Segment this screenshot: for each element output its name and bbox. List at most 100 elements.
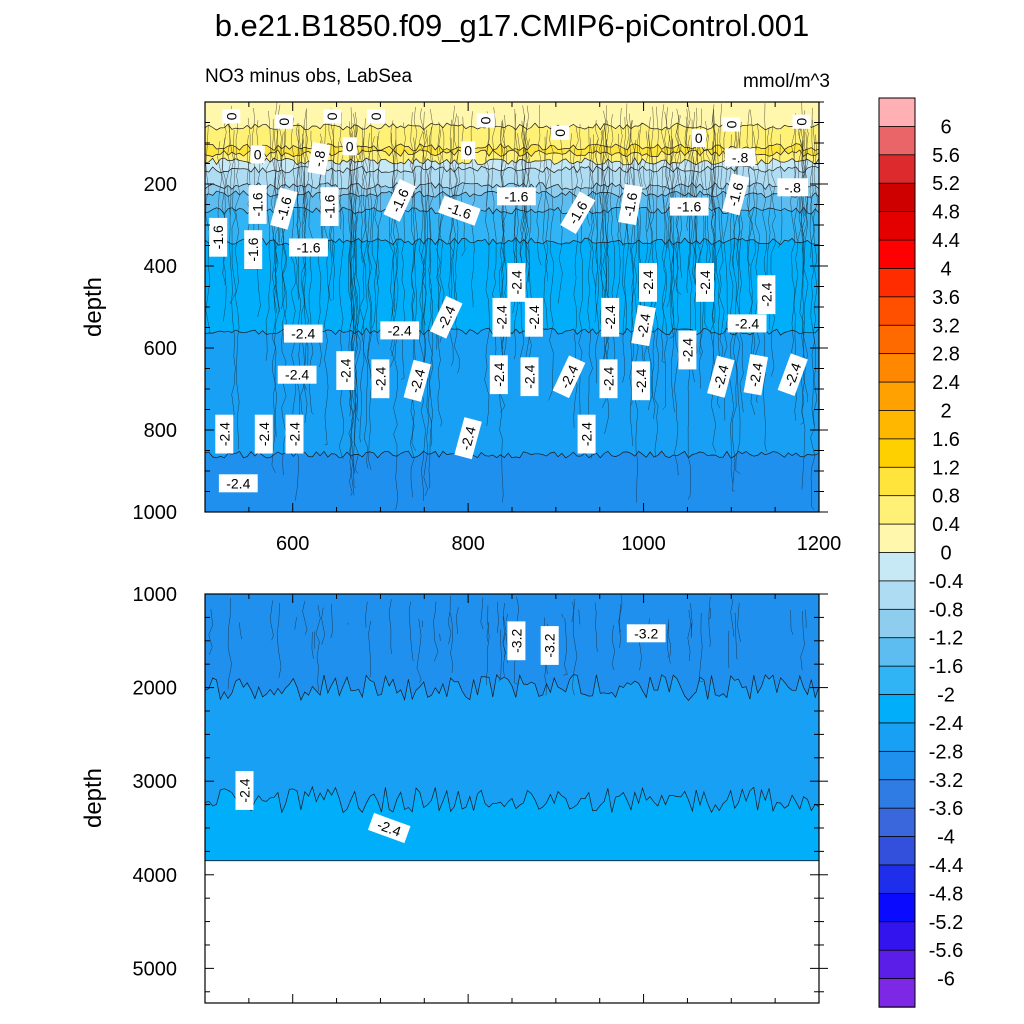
upper-contour-label-text: -1.6 [273, 195, 295, 223]
figure-title: b.e21.B1850.f09_g17.CMIP6-piControl.001 [215, 8, 810, 43]
colorbar: 6 5.6 5.2 4.8 4.4 4 3.6 3.2 2.8 2.4 2 1.6 1.2 0.8 0.4 0… [878, 97, 963, 1008]
upper-contour-streak [350, 113, 357, 489]
upper-contour-label-box [743, 354, 769, 396]
colorbar-swatch [878, 694, 916, 724]
colorbar-swatch [878, 722, 916, 753]
colorbar-level-label: -4.4 [929, 855, 963, 877]
lower-contour-streak [734, 612, 738, 660]
upper-contour-streak [423, 129, 430, 497]
lower-contour-streak [388, 599, 392, 654]
upper-contour-label-box [429, 295, 463, 339]
lower-contour-line [205, 785, 819, 814]
upper-contour-streak [661, 104, 667, 364]
upper-contour-band [205, 207, 819, 245]
upper-contour-label: -2.4 [678, 330, 697, 370]
colorbar-swatch [878, 580, 916, 611]
upper-contour-streak [484, 111, 490, 207]
lower-contour-streak [276, 602, 282, 679]
upper-y-tick-label: 200 [144, 174, 177, 196]
upper-contour-streak [650, 106, 656, 420]
lower-contour-streak [439, 633, 441, 641]
upper-contour-streak [629, 120, 634, 406]
upper-contour-label-text: 0 [368, 112, 384, 120]
upper-contour-streak [323, 111, 330, 445]
upper-contour-label-box [577, 414, 596, 454]
lower-contour-label-box [507, 621, 526, 661]
lower-y-tick-label: 4000 [133, 865, 178, 887]
upper-contour-label-text: -2.4 [216, 422, 232, 446]
upper-contour-label: -1.6 [289, 238, 328, 257]
colorbar-swatch [878, 921, 916, 951]
colorbar-level-label: 4.4 [932, 230, 960, 252]
lower-contour-label-text: -3.2 [508, 629, 524, 653]
upper-contour-label-box [631, 304, 656, 347]
upper-contour-label-text: 0 [552, 129, 568, 137]
lower-contour-label: -3.2 [540, 626, 559, 665]
upper-contour-label: 0 [274, 114, 293, 129]
upper-contour-label-box [618, 183, 643, 226]
lower-contour-streak [708, 596, 711, 647]
lower-y-tick-label: 1000 [133, 584, 178, 606]
upper-contour-label: -2.4 [524, 297, 543, 337]
colorbar-swatch [878, 750, 916, 781]
upper-contour-label-box [277, 365, 317, 384]
upper-contour-streak [719, 103, 725, 372]
upper-contour-label-box [270, 187, 298, 230]
lower-contour-streak [708, 607, 712, 620]
lower-contour-label-box [540, 626, 559, 665]
upper-contour-label-text: 0 [254, 147, 262, 163]
upper-contour-streak [687, 135, 693, 500]
upper-contour-label: -1.6 [618, 183, 643, 226]
lower-contour-streak [313, 631, 316, 650]
upper-contour-label-text: -1.6 [245, 237, 261, 261]
upper-contour-streak [599, 130, 604, 335]
lower-missing-region [205, 860, 819, 1003]
upper-contour-streak [638, 122, 645, 402]
upper-contour-streak [359, 127, 365, 443]
upper-contour-label-text: -2.4 [640, 270, 656, 294]
upper-contour-streak [557, 128, 563, 304]
upper-contour-label-text: -2.4 [579, 422, 595, 446]
upper-y-axis-label: depth [80, 277, 107, 337]
upper-contour-label-text: 0 [464, 142, 472, 158]
lower-contour-streak [408, 601, 414, 662]
upper-contour-label: -1.6 [320, 187, 339, 227]
upper-contour-streak [809, 119, 816, 259]
lower-contour-streak [416, 618, 422, 683]
upper-contour-streak [665, 107, 671, 249]
upper-contour-label-text: -2.4 [735, 315, 759, 331]
colorbar-swatch [878, 836, 916, 866]
upper-contour-label-text: -.8 [310, 149, 329, 168]
upper-contour-streak [542, 136, 548, 329]
lower-contour-label: -2.4 [367, 812, 411, 844]
lower-contour-streak [730, 599, 735, 637]
upper-contour-line [205, 122, 819, 131]
colorbar-swatch [878, 324, 916, 355]
upper-x-tick-label: 1000 [621, 533, 666, 555]
upper-contour-label: -2.4 [285, 414, 304, 454]
upper-contour-label-box [520, 357, 539, 397]
upper-contour-streak [448, 119, 455, 366]
upper-contour-label: -1.6 [270, 187, 298, 230]
upper-contour-label: -2.4 [707, 355, 735, 398]
upper-contour-label-text: 0 [723, 120, 739, 128]
lower-contour-streak [486, 622, 490, 642]
upper-contour-label-box [497, 187, 536, 206]
upper-contour-streak [536, 104, 542, 266]
upper-contour-label-text: -2.4 [508, 270, 524, 294]
upper-contour-label-text: -2.4 [697, 270, 713, 294]
lower-contour-streak [687, 609, 692, 661]
lower-contour-streak [572, 598, 578, 696]
upper-contour-label-box [631, 361, 650, 401]
lower-contour-streak [561, 613, 564, 618]
colorbar-level-label: -2 [937, 685, 955, 707]
upper-contour-label: 0 [722, 117, 741, 132]
upper-contour-labels: 0 0 0 0 0 0 0 0 0 0 0 0 -.8 -.8 -.8 -1.6 -1.6 -1.6 -1.6 -1.… [209, 109, 811, 493]
upper-contour-streak [393, 126, 399, 313]
upper-contour-label-box [250, 145, 265, 164]
colorbar-level-label: 2.8 [932, 344, 960, 366]
colorbar-swatch [878, 637, 916, 667]
upper-contour-label: -.8 [777, 178, 808, 197]
lower-contour-streak [368, 620, 371, 678]
upper-contour-streak [338, 112, 345, 460]
